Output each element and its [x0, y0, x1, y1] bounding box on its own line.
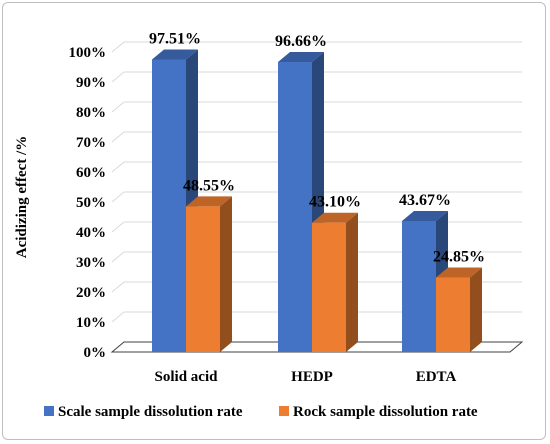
legend: Scale sample dissolution rate Rock sample… — [44, 404, 478, 420]
chart-frame — [2, 2, 546, 440]
bar-top — [402, 210, 448, 221]
gridline-connector — [111, 311, 125, 323]
gridline-connector — [111, 71, 125, 83]
data-label: 96.66% — [275, 33, 327, 50]
y-tick-label: 10% — [76, 315, 106, 331]
x-tick-label: EDTA — [416, 369, 457, 385]
y-tick-label: 100% — [69, 45, 107, 61]
gridline-connector — [111, 191, 125, 203]
gridline-connector — [111, 281, 125, 293]
bar — [436, 277, 470, 352]
legend-swatch — [44, 406, 54, 416]
y-tick-label: 70% — [76, 135, 106, 151]
y-tick-label: 90% — [76, 75, 106, 91]
legend-swatch — [279, 406, 289, 416]
legend-label: Scale sample dissolution rate — [58, 404, 243, 420]
x-tick-label: Solid acid — [155, 369, 219, 385]
y-axis-title: Acidizing effect /% — [14, 136, 30, 258]
bar — [402, 220, 436, 352]
bar — [186, 206, 220, 352]
y-axis-ticks: 0% 10% 20% 30% 40% 50% 60% 70% 80% 90% 100% — [69, 45, 107, 361]
gridline-connector — [111, 161, 125, 173]
gridline-connector — [111, 101, 125, 113]
gridline-connector — [111, 41, 125, 53]
bar-side — [220, 196, 232, 352]
bar-top — [186, 196, 232, 207]
x-axis-ticks: Solid acid HEDP EDTA — [155, 369, 457, 385]
y-tick-label: 50% — [76, 195, 106, 211]
bar-top — [278, 52, 324, 63]
bar-top — [152, 49, 198, 60]
data-label: 43.10% — [309, 194, 361, 211]
bar — [278, 62, 312, 353]
y-tick-label: 80% — [76, 105, 106, 121]
gridline-connector — [111, 221, 125, 233]
bar — [152, 59, 186, 352]
y-tick-label: 60% — [76, 165, 106, 181]
legend-label: Rock sample dissolution rate — [293, 404, 478, 420]
y-tick-label: 20% — [76, 285, 106, 301]
data-label: 24.85% — [433, 248, 485, 265]
bar-side — [470, 267, 482, 352]
data-label: 97.51% — [149, 30, 201, 47]
y-tick-label: 0% — [84, 345, 107, 361]
gridline-connector — [111, 131, 125, 143]
bar-side — [346, 212, 358, 352]
data-label: 48.55% — [183, 177, 235, 194]
y-tick-label: 30% — [76, 255, 106, 271]
x-tick-label: HEDP — [291, 369, 333, 385]
bars — [152, 49, 482, 353]
gridline-connector — [111, 251, 125, 263]
y-tick-label: 40% — [76, 225, 106, 241]
bar — [312, 222, 346, 352]
bar-top — [312, 212, 358, 223]
data-label: 43.67% — [399, 192, 451, 209]
data-labels: 97.51% 48.55% 96.66% 43.10% 43.67% 24.85% — [149, 30, 485, 265]
bar-top — [436, 267, 482, 278]
